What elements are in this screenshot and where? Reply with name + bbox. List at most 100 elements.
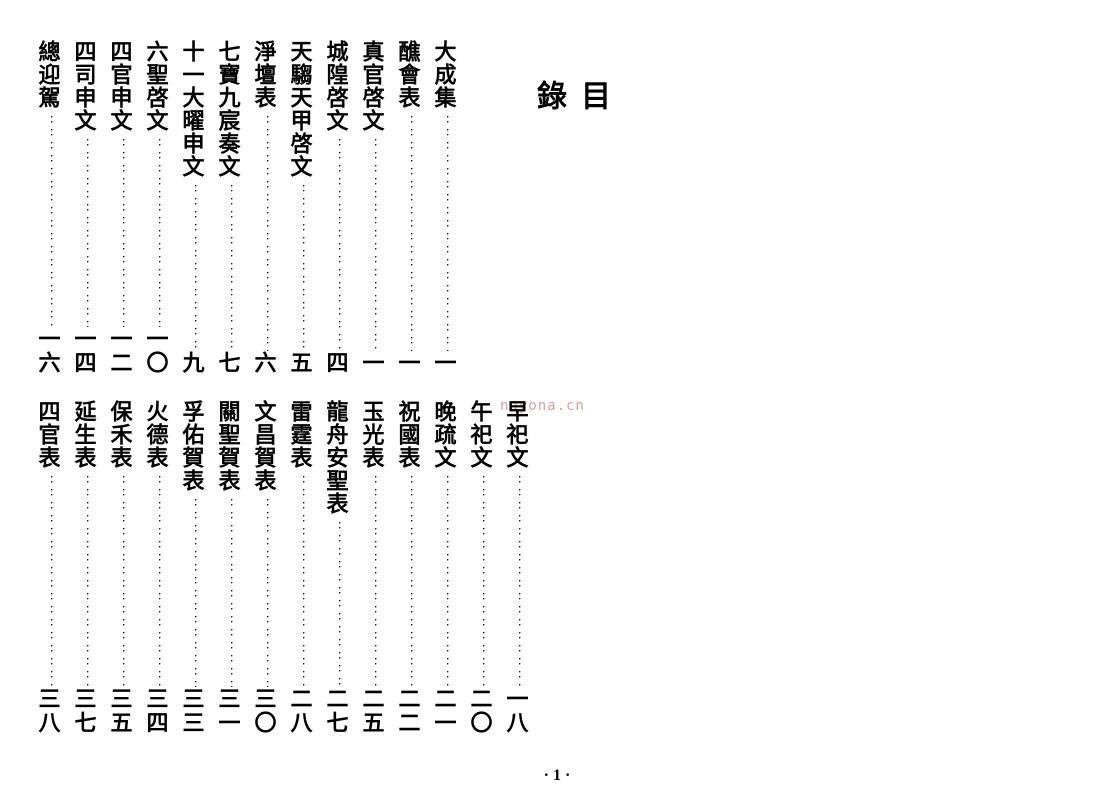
toc-group-1-entry: 四官申文：：：：：：：：：：：：：：：：：：：：：：：：：：：：：：：：一二 bbox=[108, 40, 131, 375]
toc-entry-page: 四 bbox=[325, 351, 347, 375]
toc-entry-title: 龍舟安聖表 bbox=[325, 400, 347, 515]
toc-entry-page: 三〇 bbox=[253, 687, 275, 735]
toc-entry-page: 一 bbox=[361, 351, 383, 375]
toc-entry-page: 三三 bbox=[181, 687, 203, 735]
toc-leader-dots: ：：：：：：：：：：：：：：：：：：：：：：：：：：：：：：：： bbox=[292, 469, 307, 687]
toc-group-1-entry: 總迎駕：：：：：：：：：：：：：：：：：：：：：：：：：：：：：：：：一六 bbox=[36, 40, 59, 375]
toc-entry-title: 醮會表 bbox=[397, 40, 419, 109]
toc-entry-title: 大成集 bbox=[433, 40, 455, 109]
toc-entry-title: 祝國表 bbox=[397, 400, 419, 469]
toc-group-2-entry: 午祀文：：：：：：：：：：：：：：：：：：：：：：：：：：：：：：：：二〇 bbox=[468, 400, 491, 735]
toc-leader-dots: ：：：：：：：：：：：：：：：：：：：：：：：：：：：：：：：： bbox=[76, 132, 91, 327]
toc-entry-page: 一四 bbox=[73, 327, 95, 375]
toc-entry-title: 七寶九宸奏文 bbox=[217, 40, 239, 178]
toc-entry-title: 四官表 bbox=[37, 400, 59, 469]
toc-entry-page: 九 bbox=[181, 351, 203, 375]
toc-entry-title: 四司申文 bbox=[73, 40, 95, 132]
toc-entry-title: 六聖啓文 bbox=[145, 40, 167, 132]
toc-entry-page: 六 bbox=[253, 351, 275, 375]
toc-entry-title: 保禾表 bbox=[109, 400, 131, 469]
toc-group-1-entry: 四司申文：：：：：：：：：：：：：：：：：：：：：：：：：：：：：：：：一四 bbox=[72, 40, 95, 375]
toc-leader-dots: ：：：：：：：：：：：：：：：：：：：：：：：：：：：：：：：： bbox=[436, 109, 451, 351]
toc-leader-dots: ：：：：：：：：：：：：：：：：：：：：：：：：：：：：：：：： bbox=[400, 469, 415, 687]
toc-entry-page: 二一 bbox=[433, 687, 455, 735]
toc-entry-page: 三四 bbox=[145, 687, 167, 735]
toc-leader-dots: ：：：：：：：：：：：：：：：：：：：：：：：：：：：：：：：： bbox=[364, 469, 379, 687]
toc-group-1-entry: 城隍啓文：：：：：：：：：：：：：：：：：：：：：：：：：：：：：：：：四 bbox=[324, 40, 347, 375]
toc-leader-dots: ：：：：：：：：：：：：：：：：：：：：：：：：：：：：：：：： bbox=[256, 109, 271, 351]
toc-entry-page: 一〇 bbox=[145, 327, 167, 375]
toc-group-2-entry: 早祀文：：：：：：：：：：：：：：：：：：：：：：：：：：：：：：：：一八 bbox=[504, 400, 527, 735]
toc-leader-dots: ：：：：：：：：：：：：：：：：：：：：：：：：：：：：：：：： bbox=[40, 109, 55, 327]
toc-group-2-entry: 四官表：：：：：：：：：：：：：：：：：：：：：：：：：：：：：：：：三八 bbox=[36, 400, 59, 735]
toc-leader-dots: ：：：：：：：：：：：：：：：：：：：：：：：：：：：：：：：： bbox=[436, 469, 451, 687]
toc-entry-title: 城隍啓文 bbox=[325, 40, 347, 132]
toc-group-1: 大成集：：：：：：：：：：：：：：：：：：：：：：：：：：：：：：：：一醮會表：… bbox=[36, 40, 455, 375]
toc-entry-page: 二七 bbox=[325, 687, 347, 735]
toc-entry-page: 二五 bbox=[361, 687, 383, 735]
toc-entry-page: 一二 bbox=[109, 327, 131, 375]
toc-entry-page: 一 bbox=[397, 351, 419, 375]
toc-entry-title: 十一大曜申文 bbox=[181, 40, 203, 178]
toc-entry-title: 玉光表 bbox=[361, 400, 383, 469]
toc-group-1-entry: 七寶九宸奏文：：：：：：：：：：：：：：：：：：：：：：：：：：：：：：：：七 bbox=[216, 40, 239, 375]
toc-group-2-entry: 玉光表：：：：：：：：：：：：：：：：：：：：：：：：：：：：：：：：二五 bbox=[360, 400, 383, 735]
toc-entry-title: 四官申文 bbox=[109, 40, 131, 132]
toc-group-1-entry: 醮會表：：：：：：：：：：：：：：：：：：：：：：：：：：：：：：：：一 bbox=[396, 40, 419, 375]
toc-entry-title: 火德表 bbox=[145, 400, 167, 469]
toc-group-2-entry: 延生表：：：：：：：：：：：：：：：：：：：：：：：：：：：：：：：：三七 bbox=[72, 400, 95, 735]
toc-leader-dots: ：：：：：：：：：：：：：：：：：：：：：：：：：：：：：：：： bbox=[220, 178, 235, 351]
toc-entry-title: 延生表 bbox=[73, 400, 95, 469]
toc-entry-title: 早祀文 bbox=[505, 400, 527, 469]
toc-entry-page: 一六 bbox=[37, 327, 59, 375]
toc-entry-page: 五 bbox=[289, 351, 311, 375]
toc-group-2-entry: 保禾表：：：：：：：：：：：：：：：：：：：：：：：：：：：：：：：：三五 bbox=[108, 400, 131, 735]
toc-leader-dots: ：：：：：：：：：：：：：：：：：：：：：：：：：：：：：：：： bbox=[364, 132, 379, 351]
toc-group-1-entry: 真官啓文：：：：：：：：：：：：：：：：：：：：：：：：：：：：：：：：一 bbox=[360, 40, 383, 375]
toc-leader-dots: ：：：：：：：：：：：：：：：：：：：：：：：：：：：：：：：： bbox=[148, 132, 163, 327]
toc-entry-page: 三五 bbox=[109, 687, 131, 735]
toc-group-2-entry: 晚疏文：：：：：：：：：：：：：：：：：：：：：：：：：：：：：：：：二一 bbox=[432, 400, 455, 735]
toc-entry-title: 關聖賀表 bbox=[217, 400, 239, 492]
toc-group-2-entry: 孚佑賀表：：：：：：：：：：：：：：：：：：：：：：：：：：：：：：：：三三 bbox=[180, 400, 203, 735]
toc-group-2-entry: 龍舟安聖表：：：：：：：：：：：：：：：：：：：：：：：：：：：：：：：：二七 bbox=[324, 400, 347, 735]
toc-group-1-entry: 大成集：：：：：：：：：：：：：：：：：：：：：：：：：：：：：：：：一 bbox=[432, 40, 455, 375]
toc-entry-page: 一 bbox=[433, 351, 455, 375]
toc-leader-dots: ：：：：：：：：：：：：：：：：：：：：：：：：：：：：：：：： bbox=[184, 492, 199, 687]
toc-leader-dots: ：：：：：：：：：：：：：：：：：：：：：：：：：：：：：：：： bbox=[40, 469, 55, 687]
toc-group-2: 早祀文：：：：：：：：：：：：：：：：：：：：：：：：：：：：：：：：一八午祀文… bbox=[36, 400, 527, 735]
toc-entry-page: 三七 bbox=[73, 687, 95, 735]
toc-entry-page: 七 bbox=[217, 351, 239, 375]
toc-leader-dots: ：：：：：：：：：：：：：：：：：：：：：：：：：：：：：：：： bbox=[328, 132, 343, 351]
toc-entry-title: 晚疏文 bbox=[433, 400, 455, 469]
toc-group-2-entry: 火德表：：：：：：：：：：：：：：：：：：：：：：：：：：：：：：：：三四 bbox=[144, 400, 167, 735]
toc-entry-page: 一八 bbox=[505, 687, 527, 735]
toc-entry-page: 三八 bbox=[37, 687, 59, 735]
toc-leader-dots: ：：：：：：：：：：：：：：：：：：：：：：：：：：：：：：：： bbox=[220, 492, 235, 687]
toc-leader-dots: ：：：：：：：：：：：：：：：：：：：：：：：：：：：：：：：： bbox=[148, 469, 163, 687]
toc-group-2-entry: 關聖賀表：：：：：：：：：：：：：：：：：：：：：：：：：：：：：：：：三一 bbox=[216, 400, 239, 735]
heading-toc: 目錄 bbox=[526, 80, 614, 180]
toc-entry-title: 總迎駕 bbox=[37, 40, 59, 109]
toc-leader-dots: ：：：：：：：：：：：：：：：：：：：：：：：：：：：：：：：： bbox=[400, 109, 415, 351]
page-number-footer: · 1 · bbox=[277, 767, 837, 785]
toc-entry-page: 二八 bbox=[289, 687, 311, 735]
toc-group-1-entry: 十一大曜申文：：：：：：：：：：：：：：：：：：：：：：：：：：：：：：：：九 bbox=[180, 40, 203, 375]
toc-entry-title: 淨壇表 bbox=[253, 40, 275, 109]
toc-leader-dots: ：：：：：：：：：：：：：：：：：：：：：：：：：：：：：：：： bbox=[76, 469, 91, 687]
toc-group-1-entry: 淨壇表：：：：：：：：：：：：：：：：：：：：：：：：：：：：：：：：六 bbox=[252, 40, 275, 375]
toc-entry-title: 天騶天甲啓文 bbox=[289, 40, 311, 178]
toc-entry-page: 二〇 bbox=[469, 687, 491, 735]
toc-entry-title: 孚佑賀表 bbox=[181, 400, 203, 492]
toc-group-2-entry: 文昌賀表：：：：：：：：：：：：：：：：：：：：：：：：：：：：：：：：三〇 bbox=[252, 400, 275, 735]
toc-entry-title: 真官啓文 bbox=[361, 40, 383, 132]
toc-entry-title: 午祀文 bbox=[469, 400, 491, 469]
toc-group-1-entry: 六聖啓文：：：：：：：：：：：：：：：：：：：：：：：：：：：：：：：：一〇 bbox=[144, 40, 167, 375]
toc-leader-dots: ：：：：：：：：：：：：：：：：：：：：：：：：：：：：：：：： bbox=[112, 469, 127, 687]
toc-group-2-entry: 祝國表：：：：：：：：：：：：：：：：：：：：：：：：：：：：：：：：二二 bbox=[396, 400, 419, 735]
toc-entry-title: 文昌賀表 bbox=[253, 400, 275, 492]
toc-leader-dots: ：：：：：：：：：：：：：：：：：：：：：：：：：：：：：：：： bbox=[112, 132, 127, 327]
toc-leader-dots: ：：：：：：：：：：：：：：：：：：：：：：：：：：：：：：：： bbox=[184, 178, 199, 351]
toc-leader-dots: ：：：：：：：：：：：：：：：：：：：：：：：：：：：：：：：： bbox=[508, 469, 523, 687]
toc-group-1-entry: 天騶天甲啓文：：：：：：：：：：：：：：：：：：：：：：：：：：：：：：：：五 bbox=[288, 40, 311, 375]
